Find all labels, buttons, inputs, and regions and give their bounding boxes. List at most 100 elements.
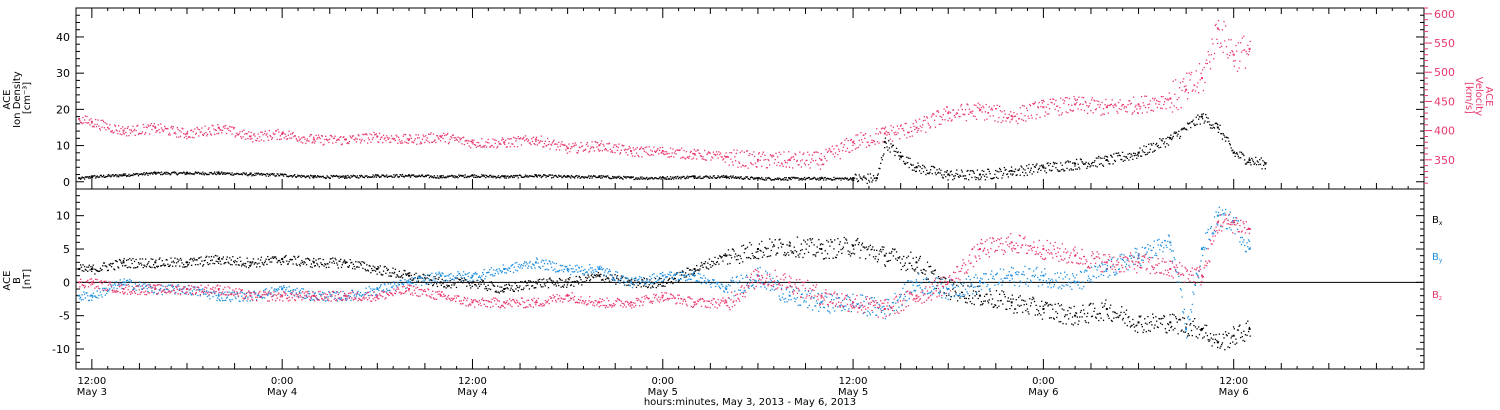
velocity-series-sample <box>443 132 445 135</box>
density-series-sample <box>1221 138 1224 140</box>
velocity-series-sample <box>1106 104 1109 107</box>
density-series-sample <box>692 175 694 177</box>
velocity-series-sample <box>137 124 139 127</box>
bx-series-sample <box>896 259 898 261</box>
density-series-sample <box>887 140 890 142</box>
bx-series-sample <box>867 248 869 250</box>
density-series-sample <box>1078 166 1080 169</box>
velocity-series-sample <box>553 139 555 141</box>
density-series-sample <box>1027 167 1029 169</box>
density-series-sample <box>119 175 121 177</box>
velocity-series-sample <box>560 143 562 145</box>
density-series-sample <box>1122 160 1124 162</box>
velocity-series-sample <box>177 128 179 131</box>
velocity-series-sample <box>414 138 416 140</box>
bx-series-sample <box>669 277 671 280</box>
bx-series-sample <box>937 275 940 278</box>
velocity-series-sample <box>941 116 943 118</box>
bx-series-sample <box>157 265 159 267</box>
velocity-series-sample <box>244 133 246 135</box>
density-series-sample <box>558 174 560 176</box>
bx-series-sample <box>243 262 245 265</box>
density-series-sample <box>638 178 641 180</box>
bx-series-sample <box>1239 324 1241 326</box>
bx-series-sample <box>665 282 668 284</box>
density-series-sample <box>406 175 408 177</box>
density-series-sample <box>1067 160 1069 162</box>
velocity-series-sample <box>1205 59 1208 61</box>
velocity-series-sample <box>1244 67 1247 69</box>
velocity-series-sample <box>167 128 169 130</box>
velocity-series-point <box>154 126 157 129</box>
velocity-series-sample <box>732 164 734 166</box>
bx-series-sample <box>1167 323 1170 326</box>
velocity-series-sample <box>627 148 630 150</box>
density-series-sample <box>605 176 607 178</box>
bx-series-sample <box>995 304 997 307</box>
density-series-sample <box>1106 156 1109 158</box>
bx-series-sample <box>948 294 950 296</box>
bx-series-sample <box>95 268 97 271</box>
density-series-sample <box>577 177 579 179</box>
bx-series-sample <box>1052 317 1055 319</box>
bx-series-sample <box>926 261 929 263</box>
density-series-sample <box>91 177 93 179</box>
density-tick-label: 0 <box>63 176 70 189</box>
density-series-sample <box>478 175 480 178</box>
velocity-series-sample <box>91 122 93 124</box>
bx-series-sample <box>84 268 87 271</box>
bx-series-sample <box>670 280 673 283</box>
bx-series-sample <box>277 260 279 262</box>
velocity-series-sample <box>904 122 906 125</box>
density-series-sample <box>680 178 682 180</box>
velocity-series-sample <box>464 140 466 142</box>
velocity-series-sample <box>420 141 422 143</box>
density-series-sample <box>959 174 961 177</box>
bx-series-sample <box>811 241 813 244</box>
velocity-series-sample <box>755 165 757 168</box>
density-series-sample <box>164 171 166 174</box>
velocity-series-sample <box>1013 112 1015 114</box>
bx-series-sample <box>836 254 838 256</box>
bx-series-sample <box>606 277 608 280</box>
density-series-sample <box>783 179 785 181</box>
velocity-series-sample <box>473 139 475 141</box>
density-series-sample <box>742 178 744 180</box>
density-series-sample <box>1086 167 1088 169</box>
bx-series-sample <box>261 261 263 264</box>
velocity-series-sample <box>133 128 136 131</box>
density-series-sample <box>838 178 840 180</box>
density-series-sample <box>112 174 114 176</box>
velocity-series-sample <box>947 119 949 122</box>
bx-series-sample <box>975 293 978 295</box>
bx-series-sample <box>474 283 476 286</box>
density-series-sample <box>1125 156 1127 158</box>
velocity-series-sample <box>567 147 569 150</box>
velocity-series-sample <box>1203 66 1205 69</box>
bx-series-sample <box>213 256 215 258</box>
bx-series-sample <box>843 236 845 239</box>
density-series-sample <box>1216 122 1218 125</box>
velocity-series-sample <box>599 149 601 152</box>
density-series-sample <box>537 174 539 177</box>
bx-series-sample <box>324 264 327 266</box>
bx-series-sample <box>366 264 368 266</box>
density-series-sample <box>1095 157 1098 159</box>
bx-series-sample <box>395 276 397 278</box>
velocity-series-point <box>915 126 918 129</box>
bx-series-sample <box>207 263 209 266</box>
velocity-series-sample <box>337 138 339 140</box>
bx-series-sample <box>968 295 971 297</box>
bx-series-sample <box>1224 349 1226 351</box>
b-tick-label: -10 <box>52 343 70 356</box>
bx-series-sample <box>300 262 302 264</box>
density-series-sample <box>535 174 537 176</box>
velocity-series-sample <box>442 137 444 140</box>
velocity-series-sample <box>823 155 826 158</box>
velocity-series-sample <box>370 134 373 136</box>
velocity-series-sample <box>169 134 171 136</box>
bx-series-sample <box>798 256 800 258</box>
velocity-series-sample <box>517 136 519 138</box>
bx-series-sample <box>572 281 574 283</box>
bx-series-sample <box>1190 329 1193 332</box>
